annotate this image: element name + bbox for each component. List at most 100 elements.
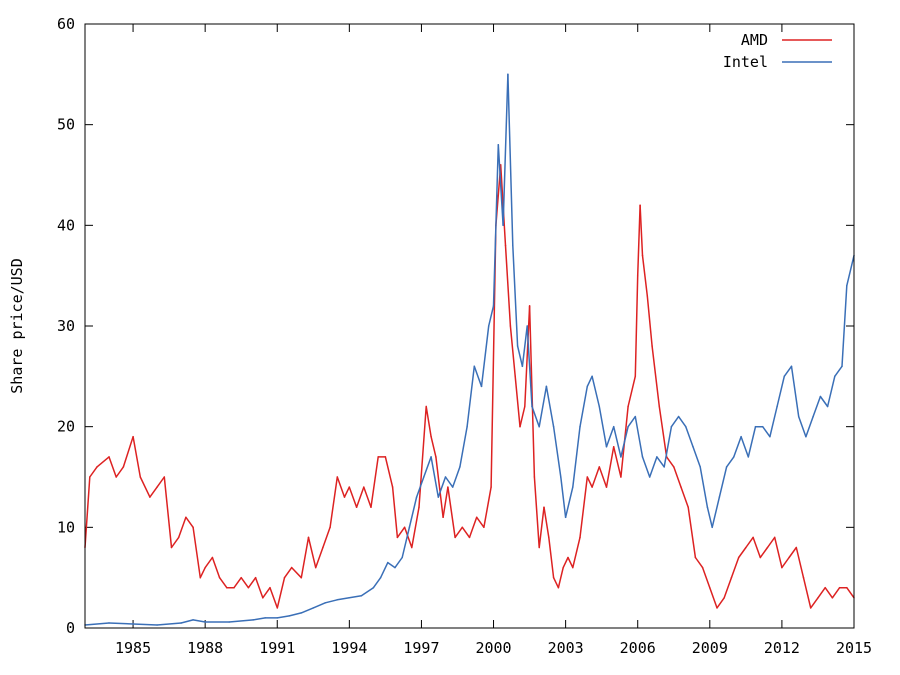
series-segment [329,476,339,529]
series-segment [430,456,440,498]
series-segment [634,274,639,378]
series-segment [254,576,264,599]
series-segment [185,516,194,529]
series-segment [709,586,718,609]
series-segment [394,556,403,569]
series-segment [447,486,456,539]
series-segment [824,586,834,599]
series-segment [475,516,485,529]
series-segment [579,476,589,539]
series-segment [636,204,641,277]
series-segment [401,526,411,559]
series-segment [831,586,841,599]
series-segment [543,506,550,539]
series-segment [122,435,134,468]
series-segment [802,576,812,609]
x-tick-label: 2015 [836,639,872,657]
series-segment [348,595,363,599]
series-segment [552,425,562,478]
series-segment [716,597,725,609]
series-segment [218,576,228,589]
series-segment [711,496,721,529]
x-tick-label: 1985 [115,639,151,657]
series-segment [372,576,382,589]
series-segment [473,365,483,388]
series-segment [788,546,798,559]
series-segment [524,305,531,408]
series-segment [605,425,615,448]
x-tick-label: 1991 [259,639,295,657]
series-segment [300,607,315,614]
series-segment [269,586,279,609]
series-segment [379,561,389,579]
series-segment [783,365,793,378]
series-segment [846,254,855,287]
series-segment [627,375,637,408]
series-segment [199,566,206,579]
series-segment [487,305,495,327]
x-tick-label: 2012 [764,639,800,657]
series-segment [646,295,653,347]
series-segment [639,204,644,257]
series-segment [204,556,214,569]
series-segment [598,405,608,448]
series-segment [504,244,512,327]
series-segment [89,466,98,478]
series-segment [699,466,709,508]
series-segment [444,476,454,488]
series-segment [507,73,514,247]
series-segment [658,405,668,458]
series-segment [538,506,545,549]
series-segment [701,566,711,589]
series-segment [283,566,293,579]
series-segment [834,365,843,378]
series-segment [725,456,735,468]
series-segment [480,325,490,388]
series-segment [384,456,394,488]
series-segment [819,395,829,408]
series-segment [300,536,310,579]
series-segment [521,325,528,368]
series-segment [459,425,468,468]
series-segment [360,586,375,597]
series-segment [355,486,365,508]
series-segment [276,576,286,609]
series-segment [706,506,713,529]
series-segment [591,375,601,408]
x-tick-label: 2003 [548,639,584,657]
series-segment [288,612,303,617]
series-segment [790,365,800,418]
series-segment [591,466,601,488]
series-segment [115,466,125,478]
series-segment [348,486,358,508]
series-segment [651,345,661,408]
series-segment [538,385,548,428]
series-segment [545,385,555,428]
series-segment [492,144,500,307]
series-segment [177,516,187,539]
series-segment [634,415,644,458]
series-segment [451,466,461,488]
series-segment [663,425,673,468]
series-segment [163,476,173,549]
series-segment [641,254,649,297]
series-segment [733,435,742,458]
series-segment [108,456,117,478]
series-segment [809,597,819,609]
series-segment [324,599,339,604]
series-segment [403,526,413,549]
series-segment [740,435,750,458]
series-segment [718,466,728,498]
series-segment [132,435,142,478]
series-segment [564,486,574,519]
series-segment [620,425,629,458]
series-segment [670,415,680,428]
series-segment [247,576,257,589]
x-tick-label: 2000 [475,639,511,657]
series-segment [415,476,425,498]
series-segment [692,446,701,468]
series-segment [557,566,564,589]
series-segment [694,556,704,569]
series-segment [211,556,221,579]
y-tick-label: 40 [57,216,75,234]
